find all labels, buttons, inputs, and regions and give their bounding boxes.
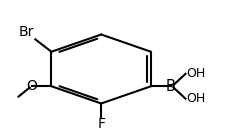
Text: O: O [26, 79, 37, 93]
Text: B: B [165, 79, 175, 94]
Text: OH: OH [186, 67, 205, 80]
Text: Br: Br [19, 25, 34, 39]
Text: OH: OH [186, 92, 205, 105]
Text: F: F [97, 117, 105, 131]
